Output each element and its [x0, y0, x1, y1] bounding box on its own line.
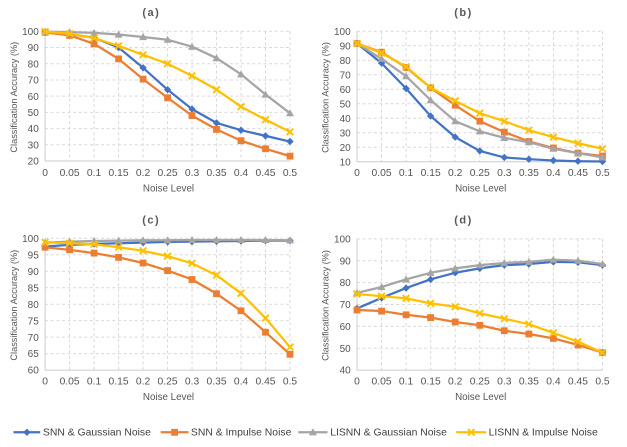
- svg-text:0.5: 0.5: [595, 168, 610, 179]
- svg-text:60: 60: [28, 92, 40, 103]
- svg-text:(b): (b): [454, 7, 473, 19]
- svg-text:(c): (c): [142, 215, 160, 227]
- svg-text:50: 50: [28, 108, 40, 119]
- svg-text:0.25: 0.25: [158, 168, 178, 179]
- svg-text:20: 20: [340, 143, 352, 154]
- svg-text:SNN & Impulse Noise: SNN & Impulse Noise: [191, 428, 292, 439]
- svg-text:LISNN & Gaussian Noise: LISNN & Gaussian Noise: [330, 428, 447, 439]
- svg-text:0.4: 0.4: [234, 168, 249, 179]
- svg-text:60: 60: [340, 322, 352, 333]
- svg-text:0.35: 0.35: [519, 168, 539, 179]
- svg-text:60: 60: [340, 85, 352, 96]
- svg-text:100: 100: [22, 234, 39, 245]
- svg-text:Classification Accuracy (%): Classification Accuracy (%): [9, 42, 19, 153]
- svg-text:0.3: 0.3: [497, 377, 512, 388]
- svg-text:70: 70: [28, 333, 40, 344]
- svg-text:0.25: 0.25: [158, 377, 178, 388]
- svg-text:60: 60: [28, 366, 40, 377]
- svg-text:Classification Accuracy (%): Classification Accuracy (%): [321, 250, 331, 361]
- svg-text:70: 70: [28, 76, 40, 87]
- svg-text:0.05: 0.05: [372, 377, 392, 388]
- svg-text:0.05: 0.05: [372, 168, 392, 179]
- svg-text:(d): (d): [454, 215, 473, 227]
- svg-text:80: 80: [340, 56, 352, 67]
- svg-text:100: 100: [22, 27, 39, 38]
- svg-text:95: 95: [28, 250, 40, 261]
- svg-text:0.2: 0.2: [448, 377, 463, 388]
- svg-text:0.15: 0.15: [421, 168, 441, 179]
- svg-text:80: 80: [340, 278, 352, 289]
- svg-text:0.45: 0.45: [255, 377, 275, 388]
- svg-text:0.15: 0.15: [109, 168, 129, 179]
- svg-text:Classification Accuracy (%): Classification Accuracy (%): [9, 250, 19, 361]
- svg-text:0.2: 0.2: [136, 168, 151, 179]
- svg-text:0.1: 0.1: [87, 377, 102, 388]
- svg-text:0.5: 0.5: [283, 168, 298, 179]
- svg-text:0: 0: [42, 168, 48, 179]
- svg-text:0.3: 0.3: [497, 168, 512, 179]
- svg-text:0.05: 0.05: [60, 168, 80, 179]
- svg-text:30: 30: [28, 140, 40, 151]
- svg-text:100: 100: [334, 235, 351, 246]
- svg-text:0.25: 0.25: [470, 168, 490, 179]
- svg-text:Noise Level: Noise Level: [455, 183, 506, 194]
- svg-text:0.4: 0.4: [546, 377, 561, 388]
- svg-text:0.2: 0.2: [136, 377, 151, 388]
- svg-text:0.3: 0.3: [185, 377, 200, 388]
- svg-text:0.35: 0.35: [207, 377, 227, 388]
- svg-text:90: 90: [28, 267, 40, 278]
- svg-text:85: 85: [28, 283, 40, 294]
- svg-text:LISNN & Impulse Noise: LISNN & Impulse Noise: [489, 428, 598, 439]
- svg-text:20: 20: [28, 157, 40, 168]
- svg-text:65: 65: [28, 349, 40, 360]
- svg-text:0.45: 0.45: [568, 377, 588, 388]
- svg-text:90: 90: [340, 256, 352, 267]
- svg-text:75: 75: [28, 316, 40, 327]
- svg-text:Noise Level: Noise Level: [455, 392, 506, 403]
- svg-text:50: 50: [340, 99, 352, 110]
- svg-text:0.1: 0.1: [399, 377, 414, 388]
- svg-text:0.15: 0.15: [109, 377, 129, 388]
- svg-text:0.1: 0.1: [87, 168, 102, 179]
- svg-text:0.1: 0.1: [399, 168, 414, 179]
- svg-text:40: 40: [340, 114, 352, 125]
- svg-text:80: 80: [28, 59, 40, 70]
- svg-text:0.35: 0.35: [207, 168, 227, 179]
- svg-text:90: 90: [28, 43, 40, 54]
- svg-text:0.4: 0.4: [234, 377, 249, 388]
- svg-text:50: 50: [340, 344, 352, 355]
- svg-text:30: 30: [340, 128, 352, 139]
- svg-text:0.05: 0.05: [60, 377, 80, 388]
- svg-text:70: 70: [340, 300, 352, 311]
- svg-text:10: 10: [340, 157, 352, 168]
- svg-text:SNN & Gaussian Noise: SNN & Gaussian Noise: [43, 428, 151, 439]
- svg-text:0.5: 0.5: [283, 377, 298, 388]
- svg-text:Classification Accuracy (%): Classification Accuracy (%): [321, 42, 331, 153]
- svg-text:0: 0: [354, 377, 360, 388]
- svg-text:40: 40: [28, 124, 40, 135]
- svg-text:0.45: 0.45: [568, 168, 588, 179]
- svg-text:90: 90: [340, 41, 352, 52]
- svg-text:0.15: 0.15: [421, 377, 441, 388]
- svg-text:(a): (a): [142, 7, 160, 19]
- svg-text:70: 70: [340, 70, 352, 81]
- svg-text:40: 40: [340, 366, 352, 377]
- svg-text:0.2: 0.2: [448, 168, 463, 179]
- svg-text:100: 100: [334, 27, 351, 38]
- svg-text:80: 80: [28, 300, 40, 311]
- svg-text:0.45: 0.45: [255, 168, 275, 179]
- svg-text:0.4: 0.4: [546, 168, 561, 179]
- svg-text:0: 0: [354, 168, 360, 179]
- svg-text:Noise Level: Noise Level: [143, 392, 194, 403]
- svg-text:0.35: 0.35: [519, 377, 539, 388]
- svg-text:0.3: 0.3: [185, 168, 200, 179]
- svg-text:0.5: 0.5: [595, 377, 610, 388]
- svg-text:0.25: 0.25: [470, 377, 490, 388]
- svg-text:Noise Level: Noise Level: [143, 183, 194, 194]
- svg-text:0: 0: [42, 377, 48, 388]
